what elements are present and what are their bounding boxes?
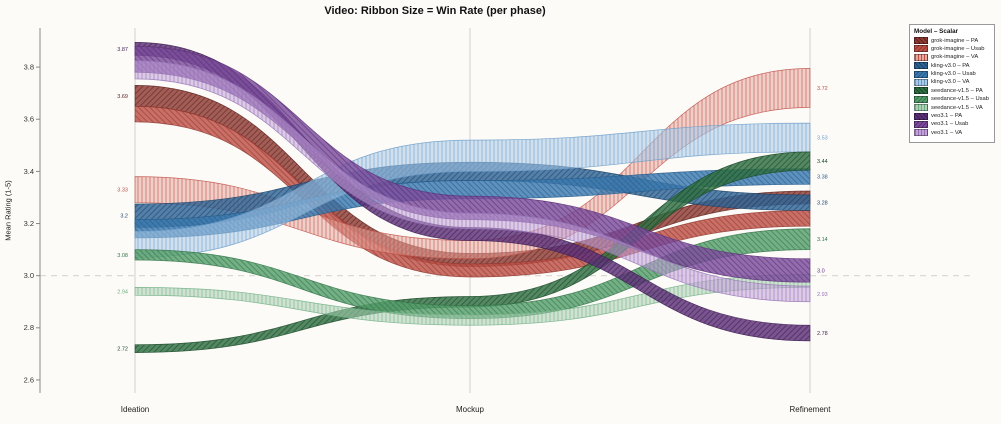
svg-text:3.38: 3.38 — [817, 175, 828, 181]
svg-text:3.69: 3.69 — [117, 94, 128, 100]
svg-text:3.2: 3.2 — [24, 219, 34, 228]
svg-text:2.8: 2.8 — [24, 323, 34, 332]
legend-item: veo3.1 – PA — [913, 112, 989, 120]
svg-text:2.72: 2.72 — [117, 347, 128, 353]
svg-text:3.0: 3.0 — [817, 268, 825, 274]
svg-text:2.94: 2.94 — [117, 289, 128, 295]
legend-items: grok-imagine – PA grok-imagine – Usab grok… — [913, 37, 989, 137]
legend-label: kling-v3.0 – PA — [930, 62, 970, 69]
legend-label: seedance-v1.5 – PA — [930, 87, 983, 94]
legend-swatch — [913, 37, 928, 44]
legend-item: grok-imagine – VA — [913, 53, 989, 61]
svg-text:3.87: 3.87 — [117, 47, 128, 53]
legend-label: kling-v3.0 – VA — [930, 79, 970, 86]
legend-item: grok-imagine – PA — [913, 37, 989, 44]
chart-title: Video: Ribbon Size = Win Rate (per phase… — [324, 5, 546, 17]
svg-text:3.33: 3.33 — [117, 188, 128, 194]
svg-text:3.14: 3.14 — [817, 237, 828, 243]
legend-label: kling-v3.0 – Usab — [930, 71, 976, 78]
svg-text:3.53: 3.53 — [817, 136, 828, 142]
legend-item: seedance-v1.5 – Usab — [913, 95, 989, 103]
legend-swatch — [913, 62, 928, 70]
svg-text:3.2: 3.2 — [120, 214, 128, 220]
legend-swatch — [913, 45, 928, 53]
svg-text:3.72: 3.72 — [817, 86, 828, 92]
legend-item: kling-v3.0 – Usab — [913, 70, 989, 78]
svg-text:Ideation: Ideation — [121, 405, 149, 414]
svg-text:2.78: 2.78 — [817, 331, 828, 337]
svg-text:3.8: 3.8 — [24, 63, 34, 72]
svg-text:3.4: 3.4 — [24, 167, 34, 176]
legend-swatch — [913, 53, 928, 61]
svg-text:2.6: 2.6 — [24, 375, 34, 384]
legend-label: seedance-v1.5 – VA — [930, 104, 983, 111]
svg-text:3.0: 3.0 — [24, 271, 34, 280]
legend-label: grok-imagine – VA — [930, 54, 979, 61]
legend-label: veo3.1 – PA — [930, 113, 963, 120]
legend-label: grok-imagine – PA — [930, 37, 979, 44]
legend-swatch — [913, 78, 928, 86]
svg-text:Mockup: Mockup — [456, 405, 485, 414]
legend-swatch — [913, 112, 928, 120]
legend-item: veo3.1 – Usab — [913, 120, 989, 128]
legend-title: Model – Scalar — [913, 28, 959, 35]
legend-label: grok-imagine – Usab — [930, 45, 985, 52]
legend-swatch — [913, 129, 928, 137]
legend-item: veo3.1 – VA — [913, 129, 989, 137]
legend-swatch — [913, 120, 928, 128]
svg-text:3.44: 3.44 — [817, 159, 828, 165]
legend: Model – Scalar grok-imagine – PA grok-ima… — [908, 24, 995, 143]
ribbon-veo3.1-VA — [134, 60, 811, 303]
svg-text:3.28: 3.28 — [817, 201, 828, 207]
legend-item: kling-v3.0 – PA — [913, 62, 989, 70]
svg-text:Refinement: Refinement — [790, 405, 832, 414]
legend-swatch — [913, 104, 928, 112]
legend-item: seedance-v1.5 – VA — [913, 104, 989, 112]
legend-swatch — [913, 95, 928, 103]
legend-label: veo3.1 – Usab — [930, 121, 969, 128]
legend-label: veo3.1 – VA — [930, 129, 963, 136]
legend-item: grok-imagine – Usab — [913, 45, 989, 53]
legend-swatch — [913, 70, 928, 78]
svg-text:3.6: 3.6 — [24, 115, 34, 124]
ribbon-seedance-v1.5-Usab — [134, 228, 811, 320]
svg-text:3.08: 3.08 — [117, 253, 128, 259]
legend-swatch — [913, 87, 928, 95]
legend-item: kling-v3.0 – VA — [913, 78, 989, 86]
legend-item: seedance-v1.5 – PA — [913, 87, 989, 95]
legend-label: seedance-v1.5 – Usab — [930, 96, 989, 103]
svg-text:2.93: 2.93 — [817, 292, 828, 298]
